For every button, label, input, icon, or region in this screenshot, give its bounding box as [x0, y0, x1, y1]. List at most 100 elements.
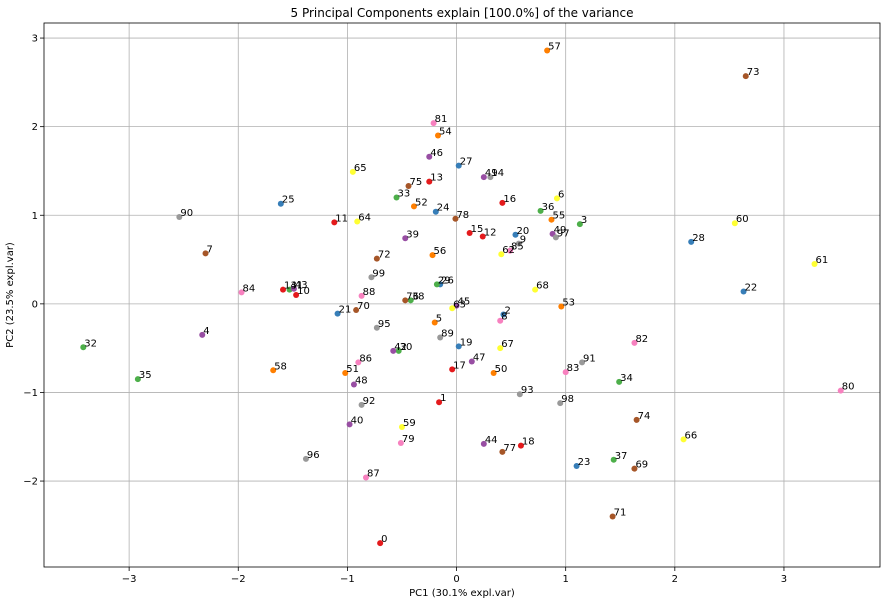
point-label: 60	[736, 214, 749, 225]
point-label: 91	[583, 353, 596, 364]
scatter-point	[437, 334, 444, 341]
point-label: 20	[516, 226, 529, 237]
scatter-point	[373, 255, 380, 262]
scatter-point	[811, 260, 818, 267]
point-label: 13	[430, 173, 443, 184]
point-label: 86	[359, 353, 372, 364]
scatter-point	[80, 344, 87, 351]
y-tick-label: −1	[23, 388, 38, 399]
point-label: 85	[511, 242, 524, 253]
point-label: 52	[415, 197, 428, 208]
scatter-point	[377, 540, 384, 547]
point-label: 33	[398, 189, 411, 200]
scatter-point	[405, 183, 412, 190]
scatter-point	[393, 194, 400, 201]
scatter-point	[362, 474, 369, 481]
scatter-point	[270, 367, 277, 374]
scatter-point	[499, 448, 506, 455]
scatter-point	[398, 424, 405, 431]
chart-title: 5 Principal Components explain [100.0%] …	[291, 6, 634, 20]
scatter-point	[238, 289, 245, 296]
point-label: 19	[460, 337, 473, 348]
point-label: 83	[567, 363, 580, 374]
grid	[44, 23, 880, 567]
point-label: 82	[635, 334, 648, 345]
scatter-point	[500, 311, 507, 318]
scatter-point	[426, 178, 433, 185]
point-label: 95	[378, 319, 391, 330]
point-label: 76	[406, 291, 419, 302]
point-label: 67	[501, 339, 514, 350]
scatter-point	[358, 292, 365, 299]
point-label: 98	[561, 394, 574, 405]
point-label: 73	[747, 67, 760, 78]
scatter-point	[573, 462, 580, 469]
scatter-point	[742, 73, 749, 80]
point-label: 17	[453, 360, 466, 371]
point-label: 93	[521, 385, 534, 396]
data-points	[80, 47, 844, 547]
scatter-point	[277, 200, 284, 207]
point-label: 27	[460, 157, 473, 168]
point-label: 97	[557, 228, 570, 239]
point-label: 3	[581, 215, 587, 226]
scatter-point	[453, 302, 460, 309]
point-label: 71	[614, 507, 627, 518]
point-label: 29	[438, 275, 451, 286]
point-label: 45	[458, 297, 471, 308]
scatter-point	[455, 162, 462, 169]
scatter-point	[497, 345, 504, 352]
scatter-point	[452, 215, 459, 222]
point-label: 81	[435, 114, 448, 125]
scatter-point	[349, 168, 356, 175]
scatter-point	[497, 317, 504, 324]
scatter-point	[631, 339, 638, 346]
point-label: 56	[434, 246, 447, 257]
scatter-point	[436, 399, 443, 406]
point-label: 58	[274, 361, 287, 372]
scatter-point	[515, 240, 522, 247]
point-label: 21	[339, 305, 352, 316]
scatter-point	[633, 416, 640, 423]
scatter-point	[449, 305, 456, 312]
point-label: 68	[536, 281, 549, 292]
point-label: 15	[471, 224, 484, 235]
point-label: 90	[180, 208, 193, 219]
scatter-point	[373, 324, 380, 331]
scatter-point	[407, 297, 414, 304]
point-label: 55	[552, 211, 565, 222]
point-label: 61	[816, 255, 829, 266]
scatter-point	[507, 247, 514, 254]
scatter-point	[498, 251, 505, 258]
point-label: 70	[357, 301, 370, 312]
point-label: 11	[335, 213, 348, 224]
point-label: 14	[284, 281, 297, 292]
scatter-point	[579, 359, 586, 366]
point-label: 72	[378, 250, 391, 261]
scatter-point	[837, 387, 844, 394]
scatter-point	[402, 235, 409, 242]
y-axis-title: PC2 (23.5% expl.var)	[5, 242, 16, 348]
point-label: 77	[503, 443, 516, 454]
point-label: 34	[620, 373, 633, 384]
scatter-point	[434, 132, 441, 139]
scatter-point	[202, 250, 209, 257]
point-label: 1	[440, 393, 446, 404]
scatter-point	[731, 220, 738, 227]
point-label: 84	[243, 283, 256, 294]
point-label: 57	[548, 41, 561, 52]
point-label: 41	[485, 168, 498, 179]
point-label: 88	[363, 287, 376, 298]
point-label: 12	[484, 228, 497, 239]
point-label: 54	[439, 127, 452, 138]
point-label: 50	[495, 364, 508, 375]
scatter-point	[512, 231, 519, 238]
point-label: 47	[473, 352, 486, 363]
point-label: 10	[297, 286, 310, 297]
scatter-point	[480, 440, 487, 447]
point-label: 64	[358, 212, 371, 223]
point-label: 99	[372, 268, 385, 279]
scatter-point	[455, 343, 462, 350]
x-tick-label: 3	[781, 574, 787, 585]
scatter-point	[432, 208, 439, 215]
